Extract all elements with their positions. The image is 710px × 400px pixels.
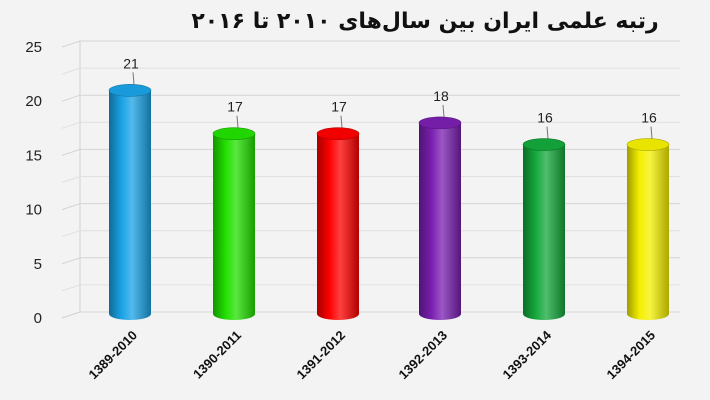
data-label: 16 [641, 110, 657, 126]
bar-body [627, 144, 669, 320]
bar-body [523, 144, 565, 320]
x-tick-label: 1394-2015 [604, 328, 659, 383]
bar-top [316, 127, 360, 141]
gridline [61, 148, 680, 156]
bar-top [108, 84, 152, 97]
x-axis: 1389-2010 1390-2011 1391-2012 1392-2013 1393… [86, 327, 659, 382]
x-tick-label: 1391-2012 [294, 328, 349, 383]
gridlines [61, 40, 680, 319]
data-label: 18 [433, 88, 449, 104]
gridline [61, 176, 680, 183]
bar-body [317, 133, 359, 320]
bar-top [212, 127, 256, 141]
data-label-leader [650, 126, 653, 139]
gridline [61, 121, 680, 129]
bar-1389-2010: 21 [108, 55, 152, 320]
y-axis: 0 5 10 15 20 25 [25, 39, 42, 327]
bar-body [213, 133, 255, 320]
data-label: 16 [537, 110, 553, 126]
data-label: 17 [331, 99, 347, 115]
bar-1393-2014: 16 [522, 110, 566, 320]
data-label-leader [236, 115, 239, 128]
gridline [61, 230, 680, 238]
gridline [61, 257, 680, 265]
bar-body [419, 122, 461, 320]
bar-top [522, 138, 566, 151]
y-tick-label: 25 [25, 39, 42, 56]
bar-body [109, 90, 151, 320]
bars: 21 17 17 18 16 16 [108, 55, 670, 320]
y-tick-label: 0 [34, 310, 42, 327]
gridline [61, 67, 680, 75]
gridline [61, 203, 680, 211]
gridline [61, 94, 680, 102]
chart-title: رتبه علمی ایران بین سال‌های ۲۰۱۰ تا ۲۰۱۶ [191, 9, 658, 34]
x-tick-label: 1392-2013 [396, 328, 451, 383]
data-label-leader [132, 72, 135, 85]
data-label-leader [546, 126, 549, 139]
data-label-leader [442, 104, 445, 117]
data-label-leader [340, 115, 343, 128]
y-tick-label: 5 [34, 256, 42, 273]
y-tick-label: 10 [25, 202, 42, 219]
bar-1391-2012: 17 [316, 99, 360, 320]
gridline [61, 311, 680, 319]
data-label: 17 [227, 99, 243, 115]
bar-1390-2011: 17 [212, 99, 256, 320]
data-label: 21 [123, 55, 139, 71]
bar-top [418, 116, 462, 130]
x-tick-label: 1393-2014 [500, 327, 555, 382]
x-tick-label: 1389-2010 [86, 328, 141, 383]
y-tick-label: 20 [25, 93, 42, 110]
bar-1394-2015: 16 [626, 110, 670, 320]
gridline [61, 284, 680, 292]
bar-top [626, 138, 670, 151]
y-tick-label: 15 [25, 147, 42, 164]
gridline [61, 40, 680, 48]
x-tick-label: 1390-2011 [190, 328, 244, 382]
bar-1392-2013: 18 [418, 88, 462, 320]
